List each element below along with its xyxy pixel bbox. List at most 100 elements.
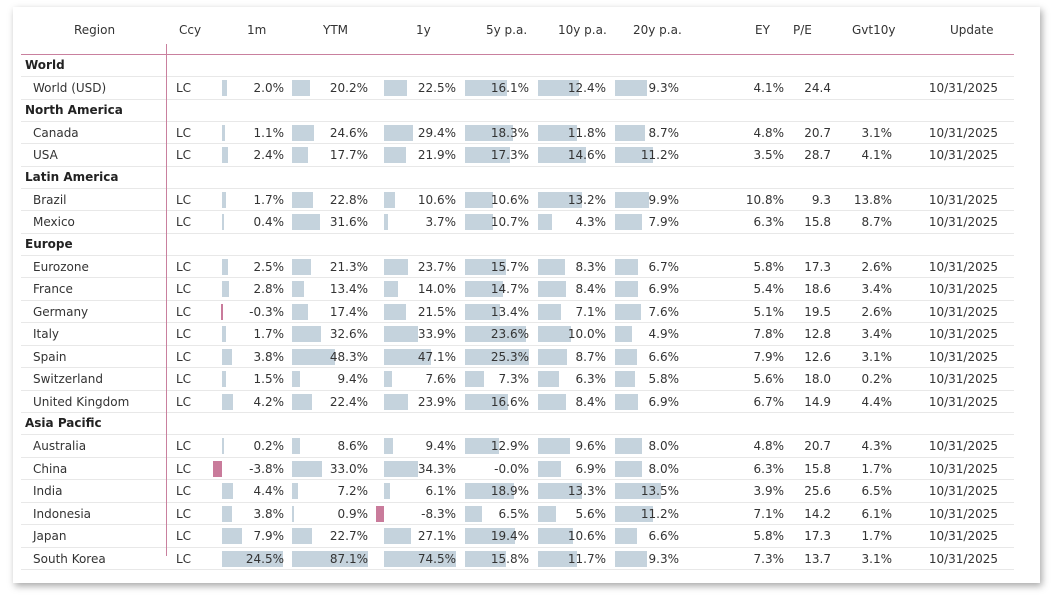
group-header: World bbox=[21, 55, 1014, 77]
table-row[interactable]: South Korea LC 24.5% 87.1% 74.5% 15.8% 11.7% 9.… bbox=[21, 548, 1014, 570]
bar-y20 bbox=[615, 505, 654, 522]
cell-ytm: 22.4% bbox=[329, 394, 368, 409]
header-ey[interactable]: EY bbox=[755, 23, 770, 37]
cell-y20: 9.3% bbox=[648, 551, 680, 566]
cell-ccy: LC bbox=[176, 461, 192, 476]
cell-y5: 6.5% bbox=[498, 506, 530, 521]
cell-y20: 9.3% bbox=[648, 81, 680, 95]
bar-ytm bbox=[292, 326, 322, 342]
table-row[interactable]: Mexico LC 0.4% 31.6% 3.7% 10.7% 4.3% 7.9% 6.3% 15… bbox=[21, 211, 1014, 234]
cell-y1: 47.1% bbox=[417, 349, 456, 364]
bar-y20 bbox=[615, 438, 643, 454]
header-1m[interactable]: 1m bbox=[247, 23, 267, 37]
cell-y10: 6.3% bbox=[575, 372, 607, 386]
cell-pe: 19.5 bbox=[804, 304, 831, 319]
header-10y[interactable]: 10y p.a. bbox=[558, 23, 607, 37]
bar-ytm bbox=[292, 80, 311, 96]
cell-m1: 2.8% bbox=[253, 282, 285, 296]
cell-ey: 5.1% bbox=[753, 304, 785, 319]
cell-m1: -0.3% bbox=[249, 304, 284, 319]
bar-y20 bbox=[615, 258, 638, 275]
cell-pe: 15.8 bbox=[804, 461, 831, 476]
bar-y5 bbox=[465, 147, 510, 163]
cell-pe: 12.8 bbox=[804, 327, 831, 341]
cell-ey: 5.8% bbox=[753, 529, 785, 543]
cell-gvt10y: 4.3% bbox=[861, 439, 893, 453]
cell-m1: 4.2% bbox=[253, 394, 285, 409]
bar-y10 bbox=[538, 80, 579, 96]
table-row[interactable]: United Kingdom LC 4.2% 22.4% 23.9% 16.6% 8.4% 6… bbox=[21, 391, 1014, 413]
table-row[interactable]: Spain LC 3.8% 48.3% 47.1% 25.3% 8.7% 6.6% 7.9% 12… bbox=[21, 346, 1014, 368]
cell-y1: 21.9% bbox=[417, 148, 456, 162]
cell-pe: 14.9 bbox=[804, 394, 831, 409]
cell-y1: 23.7% bbox=[417, 259, 456, 274]
bar-y1 bbox=[375, 505, 384, 522]
bar-y10 bbox=[538, 460, 561, 477]
bar-y5 bbox=[465, 528, 516, 544]
table-row[interactable]: Indonesia LC 3.8% 0.9% -8.3% 6.5% 5.6% 11.2% 7.1… bbox=[21, 503, 1014, 525]
header-5y[interactable]: 5y p.a. bbox=[486, 23, 528, 37]
header-pe[interactable]: P/E bbox=[793, 23, 812, 37]
header-ccy[interactable]: Ccy bbox=[179, 23, 202, 37]
cell-m1: 4.4% bbox=[253, 484, 285, 498]
cell-ey: 7.1% bbox=[753, 506, 785, 521]
cell-y5: 14.7% bbox=[490, 282, 529, 296]
cell-ytm: 21.3% bbox=[329, 259, 368, 274]
table-row[interactable]: USA LC 2.4% 17.7% 21.9% 17.3% 14.6% 11.2% 3.5% 28… bbox=[21, 144, 1014, 167]
bar-m1 bbox=[222, 550, 284, 567]
table-row[interactable]: France LC 2.8% 13.4% 14.0% 14.7% 8.4% 6.9% 5.4% 1… bbox=[21, 278, 1014, 301]
cell-y20: 7.9% bbox=[648, 215, 680, 229]
cell-pe: 9.3 bbox=[811, 192, 831, 207]
bar-y10 bbox=[538, 438, 570, 454]
bar-m1 bbox=[212, 460, 222, 477]
table-row[interactable]: World (USD) LC 2.0% 20.2% 22.5% 16.1% 12.4% 9.3… bbox=[21, 77, 1014, 100]
cell-update: 10/31/2025 bbox=[928, 192, 998, 207]
header-20y[interactable]: 20y p.a. bbox=[633, 23, 682, 37]
cell-ccy: LC bbox=[176, 551, 192, 566]
cell-gvt10y: 6.5% bbox=[861, 484, 893, 498]
cell-region: World (USD) bbox=[33, 81, 107, 95]
cell-y1: 7.6% bbox=[425, 372, 457, 386]
cell-region: Italy bbox=[33, 327, 60, 341]
table-row[interactable]: Japan LC 7.9% 22.7% 27.1% 19.4% 10.6% 6.6% 5.8% 1… bbox=[21, 525, 1014, 548]
table-row[interactable]: Germany LC -0.3% 17.4% 21.5% 13.4% 7.1% 7.6% 5.1… bbox=[21, 301, 1014, 323]
table-row[interactable]: Brazil LC 1.7% 22.8% 10.6% 10.6% 13.2% 9.9% 10.8… bbox=[21, 189, 1014, 211]
bar-y10 bbox=[538, 326, 571, 342]
bar-y1 bbox=[384, 483, 391, 499]
cell-region: France bbox=[33, 282, 73, 296]
cell-ytm: 13.4% bbox=[329, 282, 368, 296]
header-ytm[interactable]: YTM bbox=[323, 23, 349, 37]
cell-y20: 5.8% bbox=[648, 372, 680, 386]
cell-y1: 33.9% bbox=[417, 327, 456, 341]
bar-y5 bbox=[465, 393, 509, 410]
cell-ey: 3.9% bbox=[753, 484, 785, 498]
header-region[interactable]: Region bbox=[74, 23, 116, 37]
header-1y[interactable]: 1y bbox=[416, 23, 431, 37]
cell-y5: 23.6% bbox=[490, 327, 529, 341]
table-row[interactable]: Switzerland LC 1.5% 9.4% 7.6% 7.3% 6.3% 5.8% 5.6… bbox=[21, 368, 1014, 391]
table-row[interactable]: Eurozone LC 2.5% 21.3% 23.7% 15.7% 8.3% 6.7% 5.8… bbox=[21, 256, 1014, 278]
cell-update: 10/31/2025 bbox=[928, 506, 998, 521]
cell-pe: 17.3 bbox=[804, 529, 831, 543]
table-row[interactable]: Australia LC 0.2% 8.6% 9.4% 12.9% 9.6% 8.0% 4.8%… bbox=[21, 435, 1014, 458]
cell-y5: 25.3% bbox=[490, 349, 529, 364]
cell-y1: 22.5% bbox=[417, 81, 456, 95]
table-row[interactable]: Italy LC 1.7% 32.6% 33.9% 23.6% 10.0% 4.9% 7.8% 1… bbox=[21, 323, 1014, 346]
cell-y10: 12.4% bbox=[567, 81, 606, 95]
cell-m1: 1.7% bbox=[253, 327, 285, 341]
cell-y1: 29.4% bbox=[417, 125, 456, 140]
cell-y10: 10.0% bbox=[567, 327, 606, 341]
cell-ey: 7.8% bbox=[753, 327, 785, 341]
header-update[interactable]: Update bbox=[950, 23, 994, 37]
cell-ccy: LC bbox=[176, 484, 192, 498]
bar-m1 bbox=[222, 505, 232, 522]
table-row[interactable]: Canada LC 1.1% 24.6% 29.4% 18.3% 11.8% 8.7% 4.8%… bbox=[21, 122, 1014, 144]
table-row[interactable]: India LC 4.4% 7.2% 6.1% 18.9% 13.3% 13.5% 3.9% 25… bbox=[21, 480, 1014, 503]
cell-y20: 8.0% bbox=[648, 439, 680, 453]
bar-y10 bbox=[538, 191, 582, 208]
table-row[interactable]: China LC -3.8% 33.0% 34.3% -0.0% 6.9% 8.0% 6.3% 1… bbox=[21, 458, 1014, 480]
bar-m1 bbox=[222, 281, 229, 297]
header-gvt10y[interactable]: Gvt10y bbox=[852, 23, 896, 37]
cell-y1: 34.3% bbox=[417, 461, 456, 476]
bar-ytm bbox=[292, 460, 322, 477]
